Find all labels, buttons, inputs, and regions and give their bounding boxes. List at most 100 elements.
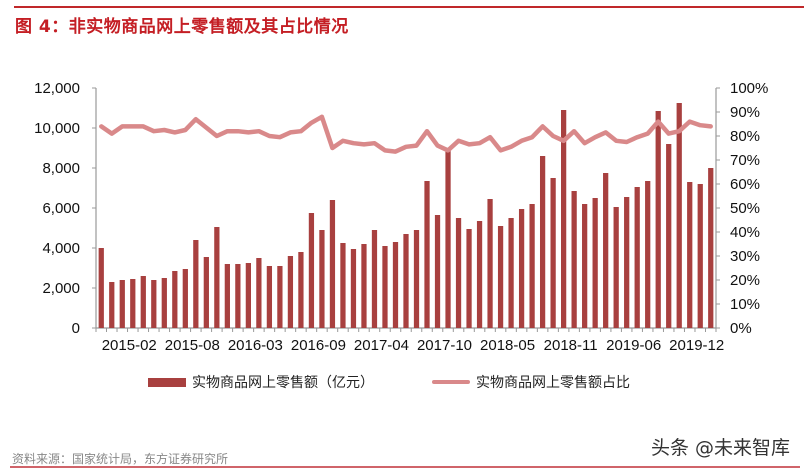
bar: [245, 263, 251, 328]
bar: [487, 199, 493, 328]
bar: [340, 243, 346, 328]
bar: [529, 204, 535, 328]
bar: [329, 200, 336, 328]
y-left-tick-label: 6,000: [42, 200, 80, 217]
bar: [287, 256, 294, 328]
x-tick-label: 2017-04: [354, 337, 409, 354]
bar: [676, 103, 682, 328]
y-right-tick-label: 30%: [730, 248, 760, 265]
y-left-tick-label: 4,000: [42, 240, 80, 257]
bar: [561, 110, 567, 328]
bar: [424, 181, 430, 328]
share-line: [99, 114, 713, 154]
bar: [634, 187, 640, 328]
bar: [655, 111, 661, 328]
x-tick-label: 2018-05: [480, 337, 535, 354]
bar: [130, 279, 136, 328]
bar: [319, 230, 325, 328]
y-left-tick-label: 8,000: [42, 160, 80, 177]
bar: [687, 182, 693, 328]
bar: [466, 229, 472, 328]
y-right-tick-label: 10%: [730, 296, 760, 313]
bar: [266, 266, 273, 328]
x-tick-label: 2018-11: [544, 337, 598, 354]
y-right-tick-label: 20%: [730, 272, 760, 289]
bar: [277, 266, 283, 328]
bar: [224, 264, 230, 328]
bar: [256, 258, 262, 328]
bar: [203, 257, 209, 328]
y-left-tick-label: 10,000: [34, 120, 80, 137]
legend-item-line: 实物商品网上零售额占比: [432, 372, 630, 392]
legend-bar-swatch-icon: [148, 377, 186, 387]
y-left-tick-label: 12,000: [34, 80, 80, 97]
bar: [403, 234, 409, 328]
bar: [161, 278, 167, 328]
y-right-tick-label: 60%: [730, 176, 760, 193]
bar: [550, 178, 556, 328]
bar: [235, 264, 241, 328]
bar: [119, 280, 125, 328]
bar: [666, 144, 672, 328]
bar: [645, 181, 651, 328]
bar: [172, 271, 178, 328]
legend-line-label: 实物商品网上零售额占比: [476, 375, 630, 391]
bottom-rule: [10, 466, 800, 468]
watermark: 头条 @未来智库: [650, 437, 790, 459]
bar: [151, 280, 157, 328]
y-right-tick-label: 50%: [730, 200, 760, 217]
bar: [109, 282, 115, 328]
x-tick-label: 2015-08: [165, 337, 220, 354]
bar: [697, 184, 703, 328]
bar: [613, 207, 619, 328]
source-note: 资料来源：国家统计局，东方证券研究所: [12, 452, 229, 466]
bar: [539, 156, 546, 328]
bar: [708, 168, 714, 328]
bar: [508, 218, 514, 328]
bar: [140, 276, 146, 328]
y-right-tick-label: 40%: [730, 224, 760, 241]
bar-series: [98, 103, 714, 328]
legend-bar-label: 实物商品网上零售额（亿元）: [192, 375, 374, 391]
legend-line-swatch-icon: [432, 380, 470, 384]
y-right-tick-label: 0%: [730, 320, 752, 337]
bar: [361, 244, 367, 328]
x-tick-label: 2019-12: [669, 337, 724, 354]
bar: [382, 246, 388, 328]
bar: [193, 240, 199, 328]
y-right-tick-label: 70%: [730, 152, 760, 169]
bar: [571, 191, 577, 328]
bar: [497, 226, 504, 328]
x-tick-label: 2017-10: [417, 337, 472, 354]
bar: [476, 221, 483, 328]
bar: [455, 218, 462, 328]
line-series: [99, 114, 713, 154]
top-rule: [14, 6, 804, 8]
bar: [308, 213, 315, 328]
y-right-tick-label: 100%: [730, 80, 768, 97]
x-tick-label: 2016-03: [228, 337, 283, 354]
x-tick-label: 2016-09: [291, 337, 346, 354]
legend-item-bar: 实物商品网上零售额（亿元）: [148, 372, 374, 392]
bar: [518, 209, 525, 328]
bar: [98, 248, 104, 328]
bar: [214, 227, 220, 328]
bar: [582, 204, 588, 328]
bar: [298, 252, 304, 328]
bar: [350, 249, 357, 328]
y-left-tick-label: 2,000: [42, 280, 80, 297]
bar: [371, 230, 378, 328]
x-tick-label: 2019-06: [606, 337, 661, 354]
x-tick-label: 2015-02: [102, 337, 157, 354]
bar: [182, 269, 188, 328]
chart-title: 图 4：非实物商品网上零售额及其占比情况: [15, 17, 349, 37]
bar: [592, 198, 598, 328]
bar: [624, 197, 630, 328]
y-left-tick-label: 0: [72, 320, 80, 337]
legend: 实物商品网上零售额（亿元） 实物商品网上零售额占比: [148, 372, 688, 392]
bar: [434, 215, 441, 328]
bar: [392, 242, 399, 328]
axis-labels: 0 2,000 4,000 6,000 8,000 10,000 12,000 0% 10% 20…: [34, 80, 768, 354]
bar: [413, 230, 420, 328]
